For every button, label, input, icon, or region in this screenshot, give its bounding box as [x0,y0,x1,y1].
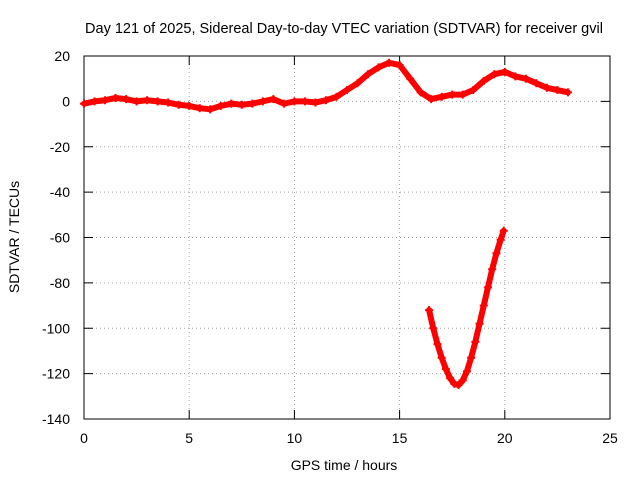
data-point [469,86,478,95]
data-point [448,90,457,99]
y-tick-label: -80 [50,275,70,291]
data-point [290,97,299,106]
data-point [385,58,394,67]
data-point [185,101,194,110]
x-tick-label: 5 [185,430,193,446]
y-tick-labels: 20 0 -20 -40 -60 -80 -100 -120 -140 [42,48,70,427]
data-point [437,353,446,362]
data-point [80,99,88,108]
data-point [471,337,480,346]
data-point [511,72,520,81]
data-point [269,95,278,104]
data-point [174,100,183,109]
data-point [467,353,476,362]
data-point [364,70,373,79]
data-point [101,96,110,105]
x-tick-label: 10 [287,430,303,446]
data-point [433,340,442,349]
data-point [164,98,173,107]
y-axis-label: SDTVAR / TECUs [6,181,22,293]
data-point [492,249,501,258]
data-point [395,61,404,70]
data-point [462,367,471,376]
data-point [441,365,450,374]
data-point [258,97,267,106]
data-point [332,92,341,101]
data-point [521,74,530,83]
data-point [437,92,446,101]
y-tick-label: 0 [62,93,70,109]
data-point [153,97,162,106]
y-tick-label: -120 [42,366,70,382]
data-point [122,95,131,104]
data-point [353,79,362,88]
data-point [227,99,236,108]
y-tick-label: -140 [42,411,70,427]
data-point [132,97,141,106]
data-point [563,88,572,97]
data-point [343,86,351,95]
x-tick-label: 25 [602,430,618,446]
data-point [427,95,436,104]
data-point [490,70,499,79]
y-tick-label: 20 [54,48,70,64]
data-point [311,98,320,107]
data-point [279,99,288,108]
data-point [143,96,152,105]
x-tick-label: 0 [80,430,88,446]
data-point [479,301,488,310]
x-tick-label: 20 [497,430,513,446]
data-point [542,83,551,92]
data-point [553,86,562,95]
x-tick-labels: 0 5 10 15 20 25 [80,430,618,446]
data-point [532,79,541,88]
data-point [321,96,330,105]
data-point [206,105,215,114]
data-point [446,374,455,383]
data-point [496,235,505,244]
data-point [429,324,438,333]
data-point [475,319,484,328]
y-tick-label: -40 [50,184,70,200]
data-point [458,90,467,99]
y-tick-label: -60 [50,230,70,246]
y-tick-label: -20 [50,139,70,155]
x-axis-label: GPS time / hours [291,457,398,473]
data-point [450,379,459,388]
data-point [195,104,204,113]
x-tick-label: 15 [392,430,408,446]
data-point [237,100,246,109]
y-tick-label: -100 [42,320,70,336]
data-point [458,376,467,385]
data-point [500,67,509,76]
data-point [90,97,99,106]
data-point [454,380,463,389]
data-point [483,283,492,292]
data-point [300,97,309,106]
data-point [374,63,383,72]
data-point [111,93,120,102]
data-point [406,74,415,83]
chart-title: Day 121 of 2025, Sidereal Day-to-day VTE… [85,21,603,37]
data-points [80,58,572,389]
data-point [499,226,508,235]
data-point [479,76,488,85]
data-point [488,265,497,274]
grid-lines [84,56,610,419]
data-point [416,88,425,97]
data-point [216,101,225,110]
data-point [425,306,434,315]
data-point [248,99,257,108]
